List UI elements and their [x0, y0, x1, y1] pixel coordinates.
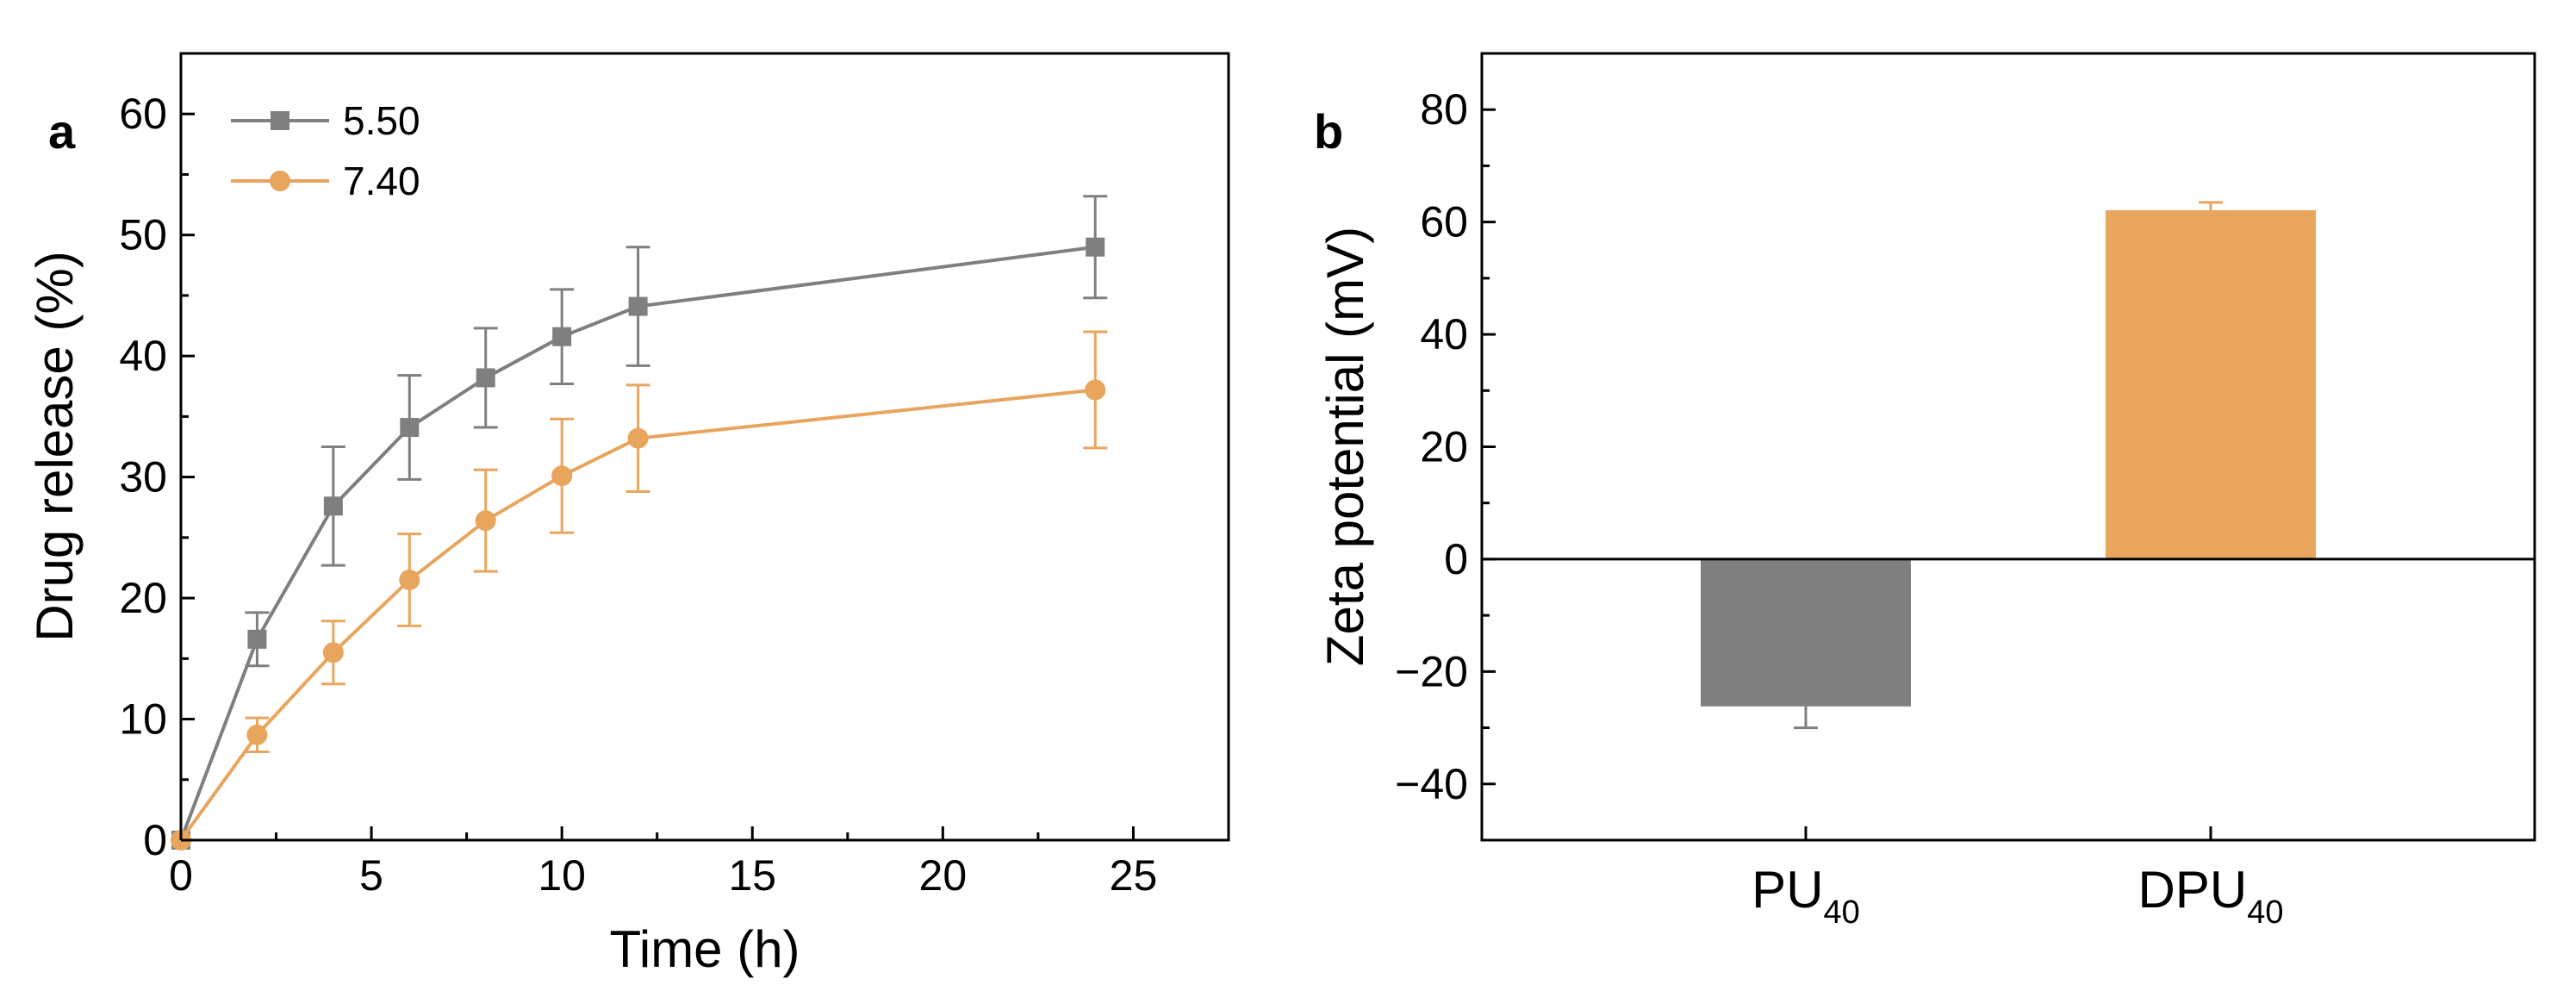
panel-a-drug-release-chart: a 0 5 10 15 20 25 0 10 20 30 40 50 60 Time (h) Drug … — [26, 52, 1230, 978]
data-point-square — [552, 327, 572, 346]
panel-a-x-tick-label: 10 — [538, 851, 586, 900]
data-point-circle — [1085, 379, 1106, 401]
panel-b-y-tick-label: 0 — [1444, 535, 1468, 583]
panel-b-y-axis-title: Zeta potential (mV) — [1316, 227, 1374, 666]
panel-a-x-tick-label: 0 — [169, 851, 193, 900]
panel-a-y-tick-label: 60 — [119, 90, 167, 138]
series-1 — [171, 330, 1108, 850]
legend-label: 7.40 — [343, 159, 420, 203]
panel-b-y-tick-label: 60 — [1420, 198, 1468, 246]
panel-a-y-tick-label: 30 — [119, 453, 167, 502]
panel-b-y-tick-label: −40 — [1395, 760, 1468, 808]
data-point-square — [400, 418, 420, 438]
data-point-circle — [322, 642, 344, 663]
data-point-square — [476, 368, 495, 388]
data-point-square — [1086, 237, 1105, 257]
panel-b-letter: b — [1314, 104, 1343, 159]
panel-b-y-tick-label: −20 — [1395, 647, 1468, 695]
bar-1 — [2106, 209, 2316, 559]
category-label-main: DPU — [2138, 861, 2248, 919]
data-point-circle — [551, 465, 573, 487]
panel-a-y-tick-label: 0 — [143, 816, 167, 864]
panel-b-plot-frame — [1480, 52, 2536, 842]
panel-a-y-tick-label: 20 — [119, 574, 167, 622]
series-0 — [171, 195, 1108, 850]
panel-b-y-tick-label: 80 — [1420, 85, 1468, 134]
panel-a-y-tick-label: 50 — [119, 211, 167, 259]
data-point-circle — [475, 510, 496, 532]
category-label: PU40 — [1752, 861, 1860, 931]
bar-0 — [1701, 558, 1911, 707]
legend-marker-square — [271, 111, 289, 130]
panel-b-y-tick-label: 20 — [1420, 423, 1468, 471]
panel-a-x-tick-label: 15 — [728, 851, 776, 900]
panel-a-y-tick-label: 40 — [119, 332, 167, 380]
category-label-main: PU — [1752, 861, 1823, 919]
panel-b-y-tick-label: 40 — [1420, 310, 1468, 358]
legend-label: 5.50 — [343, 98, 420, 143]
panel-a-x-tick-label: 25 — [1110, 851, 1158, 900]
data-point-circle — [246, 724, 268, 745]
panel-a-y-axis-title: Drug release (%) — [26, 251, 84, 642]
data-point-square — [247, 629, 267, 649]
data-point-square — [628, 296, 648, 316]
data-point-circle — [627, 427, 649, 449]
category-label-subscript: 40 — [2247, 894, 2283, 931]
data-point-square — [323, 496, 343, 516]
panel-a-legend: 5.50 7.40 — [231, 98, 420, 203]
category-label-subscript: 40 — [1824, 894, 1860, 931]
panel-a-letter: a — [48, 104, 76, 159]
series-line — [179, 388, 1096, 842]
legend-marker-circle — [270, 171, 290, 191]
data-point-circle — [399, 570, 420, 591]
category-label: DPU40 — [2138, 861, 2284, 931]
panel-a-x-axis-title: Time (h) — [609, 920, 800, 978]
panel-a-x-tick-label: 20 — [919, 851, 968, 900]
panel-a-plot-frame — [179, 52, 1230, 842]
panel-a-y-tick-label: 10 — [119, 695, 167, 744]
series-line — [179, 245, 1096, 841]
panel-a-x-tick-label: 5 — [359, 851, 383, 900]
